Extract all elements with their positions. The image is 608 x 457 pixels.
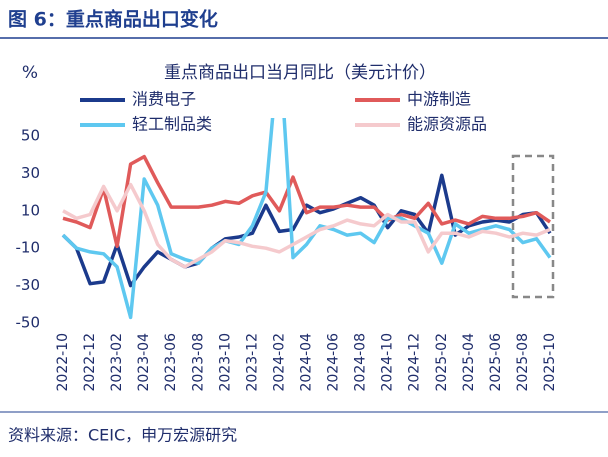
y-tick-label: 10 — [21, 201, 40, 219]
y-tick-label: -50 — [16, 314, 41, 332]
x-tick-label: 2025-04 — [461, 333, 477, 392]
chart-title: 重点商品出口当月同比（美元计价） — [164, 63, 436, 83]
series-line — [61, 118, 552, 320]
y-tick-label: 30 — [21, 164, 40, 182]
x-tick-label: 2024-10 — [380, 333, 396, 392]
x-tick-label: 2023-10 — [217, 333, 233, 392]
x-tick-label: 2023-04 — [136, 333, 152, 392]
y-unit: % — [22, 63, 38, 83]
x-tick-label: 2024-08 — [353, 333, 369, 392]
page-title: 图 6：重点商品出口变化 — [8, 8, 218, 31]
x-tick-label: 2023-12 — [244, 333, 260, 392]
plot-area — [61, 118, 552, 320]
x-tick-label: 2025-06 — [488, 333, 504, 392]
legend-label: 消费电子 — [132, 90, 196, 109]
y-tick-label: 50 — [21, 127, 40, 145]
legend-label: 轻工制品类 — [132, 115, 212, 134]
x-tick-label: 2023-06 — [163, 333, 179, 392]
series-line — [61, 173, 552, 288]
series-line — [62, 182, 551, 269]
source: 资料来源：CEIC，申万宏源研究 — [8, 426, 237, 445]
x-tick-label: 2022-10 — [55, 333, 71, 392]
x-tick-label: 2025-02 — [434, 333, 450, 392]
x-tick-label: 2023-08 — [190, 333, 206, 392]
series-line — [62, 154, 551, 249]
legend-label: 中游制造 — [407, 90, 471, 109]
x-tick-label: 2024-02 — [271, 333, 287, 392]
highlight-box — [511, 154, 555, 299]
x-tick-label: 2024-04 — [299, 333, 315, 392]
x-tick-label: 2023-02 — [109, 333, 125, 392]
y-tick-label: -10 — [16, 239, 41, 257]
y-tick-label: -30 — [16, 276, 41, 294]
x-tick-label: 2022-12 — [82, 333, 98, 392]
x-tick-label: 2024-12 — [407, 333, 423, 392]
x-tick-label: 2024-06 — [326, 333, 342, 392]
legend-label: 能源资源品 — [407, 115, 487, 134]
x-tick-label: 2025-08 — [515, 333, 531, 392]
x-tick-label: 2025-10 — [542, 333, 558, 392]
